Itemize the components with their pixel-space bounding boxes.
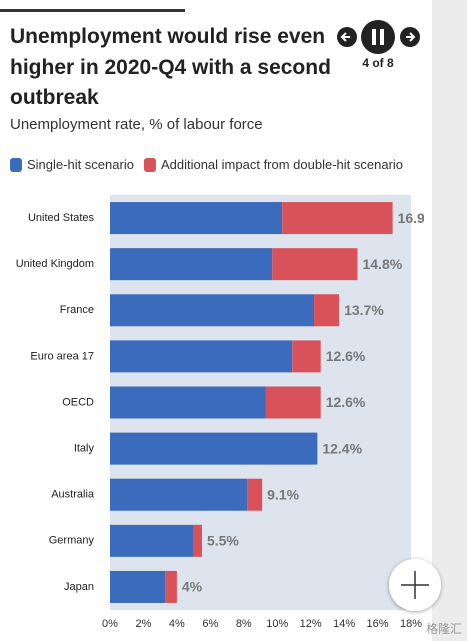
x-tick-label: 2%: [135, 618, 151, 630]
bar-segment: [292, 340, 321, 373]
total-label: 12.6%: [326, 348, 366, 364]
legend-label: Single-hit scenario: [27, 157, 134, 172]
bar-segment: [247, 478, 263, 511]
category-label: Australia: [51, 489, 95, 501]
bar-segment: [110, 478, 248, 511]
total-label: 12.4%: [322, 440, 362, 456]
pause-icon: [380, 29, 384, 45]
top-rule: [0, 9, 185, 12]
total-label: 14.8%: [362, 256, 402, 272]
total-label: 12.6%: [326, 394, 366, 410]
category-label: Germany: [49, 535, 95, 547]
x-tick-label: 8%: [236, 618, 252, 630]
bar-segment: [110, 524, 194, 557]
category-label: United Kingdom: [16, 258, 94, 270]
add-icon: [401, 571, 429, 599]
bar-segment: [110, 432, 318, 465]
bar-segment: [193, 524, 202, 557]
prev-icon: [340, 32, 350, 42]
category-label: United States: [28, 212, 95, 224]
x-tick-label: 6%: [202, 618, 218, 630]
bar-segment: [110, 202, 283, 235]
x-tick-label: 0%: [102, 618, 118, 630]
total-label: 4%: [182, 579, 203, 595]
watermark: 格隆汇: [426, 621, 462, 636]
bar-segment: [272, 248, 358, 281]
total-label: 16.9%: [398, 210, 438, 226]
bar-segment: [110, 386, 266, 419]
bar-segment: [282, 202, 393, 235]
subtitle: Unemployment rate, % of labour force: [10, 116, 263, 133]
bar-segment: [110, 248, 273, 281]
x-tick-label: 16%: [367, 618, 389, 630]
x-tick-label: 4%: [169, 618, 185, 630]
x-tick-label: 12%: [300, 618, 322, 630]
bar-segment: [110, 570, 166, 603]
category-label: OECD: [62, 396, 94, 408]
bar-segment: [265, 386, 321, 419]
pause-icon: [372, 29, 376, 45]
category-label: France: [60, 304, 94, 316]
category-label: Japan: [64, 581, 94, 593]
bar-segment: [314, 294, 340, 327]
pause-button[interactable]: [361, 20, 395, 54]
bar-segment: [110, 294, 315, 327]
bar-segment: [165, 570, 177, 603]
total-label: 13.7%: [344, 302, 384, 318]
total-label: 5.5%: [207, 533, 239, 549]
category-label: Euro area 17: [30, 350, 94, 362]
legend-swatch: [10, 158, 22, 172]
legend-swatch: [143, 158, 156, 172]
category-label: Italy: [74, 443, 95, 455]
total-label: 9.1%: [267, 486, 299, 502]
legend-label: Additional impact from double-hit scenar…: [161, 157, 403, 172]
bar-segment: [110, 340, 293, 373]
nav-counter: 4 of 8: [362, 56, 394, 70]
chart-title: Unemployment would rise even higher in 2…: [10, 25, 331, 109]
x-tick-label: 10%: [266, 618, 288, 630]
x-tick-label: 14%: [333, 618, 355, 630]
next-icon: [406, 32, 416, 42]
x-tick-label: 18%: [400, 618, 422, 630]
